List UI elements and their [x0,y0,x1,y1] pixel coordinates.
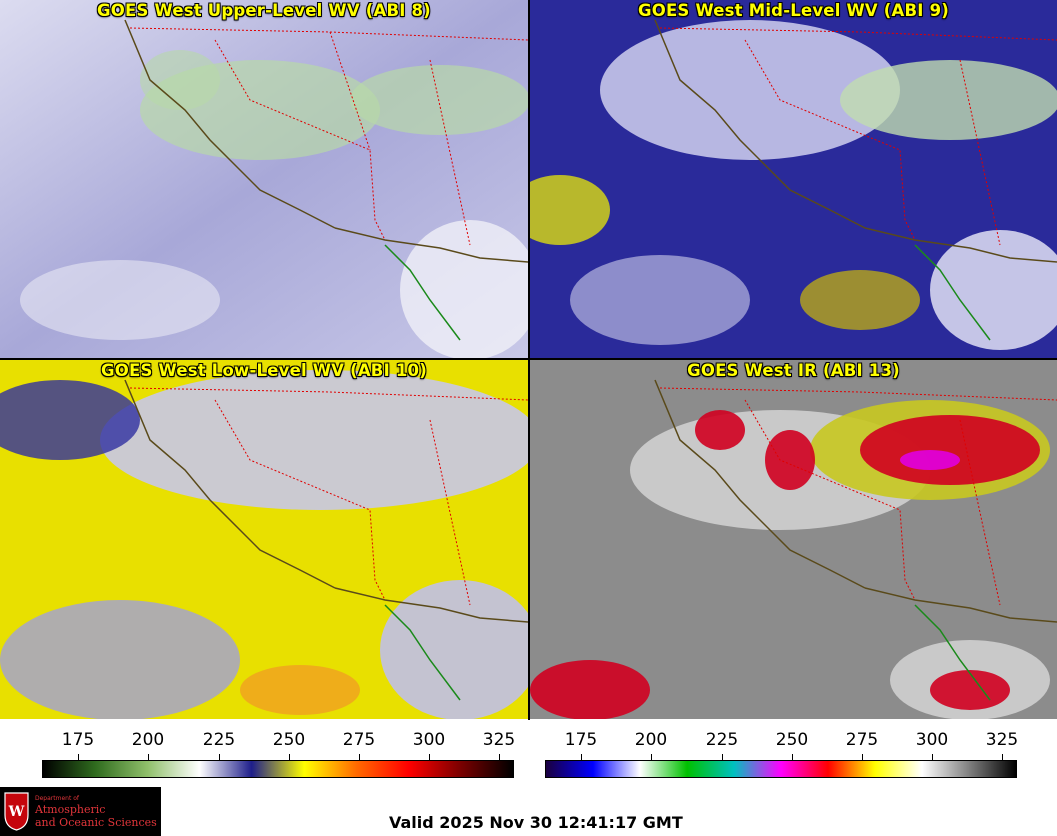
ir-image [530,360,1057,719]
svg-text:W: W [8,804,25,820]
ir-tick [1002,754,1003,760]
mid-level-wv-image [530,0,1057,359]
ir-tick [932,754,933,760]
ir-tick-label: 275 [845,730,879,750]
logo-department-text: Department of [35,795,79,802]
wv-tick-label: 300 [412,730,446,750]
ir-tick-label: 325 [985,730,1019,750]
aos-logo: W Department of Atmospheric and Oceanic … [0,787,161,836]
ir-tick [862,754,863,760]
ir-tick-label: 300 [915,730,949,750]
wv-tick [148,754,149,760]
ir-tick-label: 250 [775,730,809,750]
upper-level-wv-image [0,0,528,359]
logo-name-line1: Atmospheric [35,803,106,816]
wv-tick-label: 175 [61,730,95,750]
wv-tick-label: 200 [131,730,165,750]
wv-tick-label: 250 [272,730,306,750]
low-level-wv-panel: GOES West Low-Level WV (ABI 10) [0,360,528,719]
ir-tick-label: 225 [705,730,739,750]
wv-color-scale: 175 200 225 250 275 300 325 [42,722,516,780]
wv-tick [359,754,360,760]
ir-tick [651,754,652,760]
panel-title: GOES West Low-Level WV (ABI 10) [101,361,427,380]
uw-seal-icon: W [4,792,29,831]
wv-tick-label: 225 [202,730,236,750]
mid-level-wv-panel: GOES West Mid-Level WV (ABI 9) [530,0,1057,359]
low-level-wv-image [0,360,528,719]
ir-tick [722,754,723,760]
upper-level-wv-panel: GOES West Upper-Level WV (ABI 8) [0,0,528,359]
panel-title: GOES West IR (ABI 13) [687,361,900,380]
wv-tick [289,754,290,760]
wv-tick-label: 275 [342,730,376,750]
valid-time-label: Valid 2025 Nov 30 12:41:17 GMT [389,813,683,832]
ir-tick [792,754,793,760]
ir-tick [581,754,582,760]
wv-tick [78,754,79,760]
ir-color-bar [545,760,1017,778]
ir-panel: GOES West IR (ABI 13) [530,360,1057,719]
panel-title: GOES West Mid-Level WV (ABI 9) [637,1,950,20]
wv-tick [499,754,500,760]
wv-tick [429,754,430,760]
ir-tick-label: 175 [564,730,598,750]
logo-name-line2: and Oceanic Sciences [35,816,157,829]
panel-divider-vertical [528,0,530,720]
ir-tick-label: 200 [634,730,668,750]
wv-tick-label: 325 [482,730,516,750]
panel-divider-horizontal [0,358,1057,360]
wv-color-bar [42,760,514,778]
panel-title: GOES West Upper-Level WV (ABI 8) [97,1,431,20]
ir-color-scale: 175 200 225 250 275 300 325 [545,722,1019,780]
wv-tick [219,754,220,760]
